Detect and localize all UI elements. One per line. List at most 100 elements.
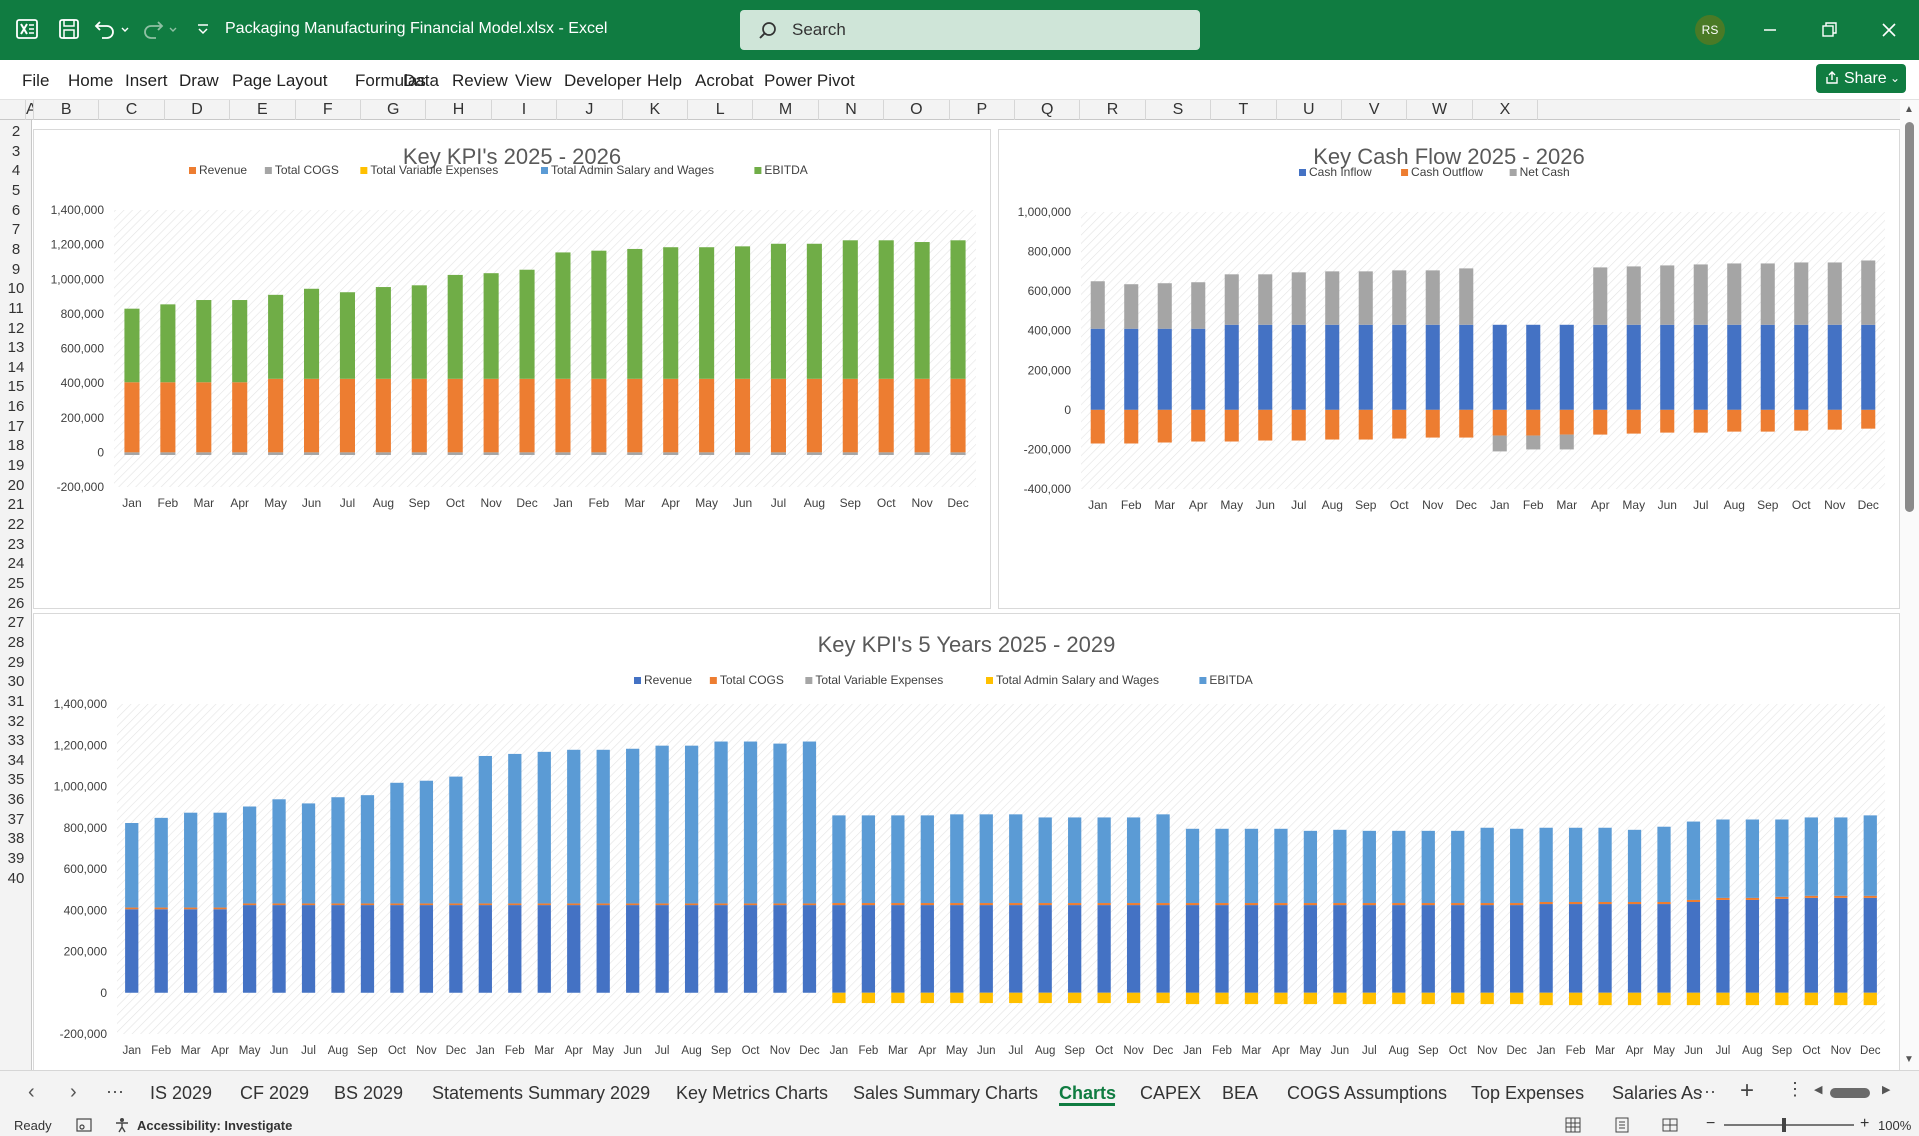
column-header-s[interactable]: S: [1146, 100, 1212, 120]
column-header-l[interactable]: L: [688, 100, 754, 120]
macro-recording-icon[interactable]: [76, 1118, 92, 1132]
worksheet-grid[interactable]: Key KPI's 2025 - 2026 Revenue Total COGS To…: [33, 121, 1900, 1073]
column-header-h[interactable]: H: [426, 100, 492, 120]
column-header-k[interactable]: K: [623, 100, 688, 120]
column-header-m[interactable]: M: [753, 100, 819, 120]
sheet-tab-cf-2029[interactable]: CF 2029: [240, 1083, 310, 1103]
row-header-15[interactable]: 15: [7, 378, 25, 396]
menu-developer[interactable]: Developer: [564, 71, 642, 90]
sheet-tab-sales-summary-charts[interactable]: Sales Summary Charts: [853, 1083, 1039, 1103]
column-header-w[interactable]: W: [1407, 100, 1473, 120]
minimize-icon[interactable]: [1754, 14, 1786, 46]
sheet-tab-bs-2029[interactable]: BS 2029: [334, 1083, 404, 1103]
tab-scroll-left-icon[interactable]: ‹: [28, 1081, 35, 1103]
redo-dropdown-icon[interactable]: [168, 18, 178, 40]
menu-draw[interactable]: Draw: [179, 71, 219, 90]
row-header-28[interactable]: 28: [7, 633, 25, 651]
row-header-37[interactable]: 37: [7, 810, 25, 828]
zoom-out-icon[interactable]: −: [1706, 1115, 1716, 1132]
chart-key-cash-flow-2025-2026[interactable]: Key Cash Flow 2025 - 2026 Cash Inflow Cash…: [998, 129, 1900, 609]
column-header-c[interactable]: C: [99, 100, 165, 120]
horizontal-scroll-thumb[interactable]: [1830, 1088, 1870, 1098]
row-header-30[interactable]: 30: [7, 673, 25, 691]
row-header-11[interactable]: 11: [8, 299, 24, 317]
row-header-16[interactable]: 16: [7, 398, 25, 416]
add-sheet-icon[interactable]: +: [1740, 1077, 1755, 1104]
close-icon[interactable]: [1873, 14, 1905, 46]
row-header-24[interactable]: 24: [7, 555, 25, 573]
row-header-34[interactable]: 34: [7, 751, 25, 769]
row-header-23[interactable]: 23: [7, 535, 25, 553]
horizontal-scroll-right-icon[interactable]: ▶: [1882, 1084, 1891, 1096]
row-header-8[interactable]: 8: [11, 240, 21, 258]
row-header-12[interactable]: 12: [7, 319, 25, 337]
sheet-options-icon[interactable]: ⋮: [1786, 1079, 1804, 1099]
row-header-20[interactable]: 20: [7, 476, 25, 494]
menu-formulas[interactable]: Formulas: [355, 71, 426, 90]
sheet-tab-charts[interactable]: Charts: [1059, 1083, 1117, 1103]
column-header-g[interactable]: G: [361, 100, 427, 120]
zoom-level[interactable]: 100%: [1878, 1118, 1912, 1133]
select-all-corner[interactable]: [0, 100, 26, 120]
row-header-38[interactable]: 38: [7, 830, 25, 848]
row-header-40[interactable]: 40: [7, 869, 25, 887]
accessibility-icon[interactable]: [114, 1117, 130, 1133]
menu-view[interactable]: View: [515, 71, 552, 90]
menu-home[interactable]: Home: [68, 71, 114, 90]
zoom-in-icon[interactable]: +: [1860, 1115, 1870, 1132]
column-header-q[interactable]: Q: [1015, 100, 1081, 120]
chart-key-kpis-5-years[interactable]: Key KPI's 5 Years 2025 - 2029 Revenue Tota…: [33, 613, 1900, 1073]
horizontal-scroll-left-icon[interactable]: ◀: [1814, 1084, 1823, 1096]
undo-icon[interactable]: [94, 18, 116, 40]
row-header-29[interactable]: 29: [7, 653, 25, 671]
row-header-5[interactable]: 5: [11, 181, 21, 199]
row-header-4[interactable]: 4: [11, 162, 21, 180]
row-header-27[interactable]: 27: [7, 614, 25, 632]
row-header-33[interactable]: 33: [7, 732, 25, 750]
search-input[interactable]: Search: [740, 10, 1200, 50]
column-header-i[interactable]: I: [492, 100, 558, 120]
column-header-f[interactable]: F: [296, 100, 361, 120]
row-header-14[interactable]: 14: [7, 358, 25, 376]
zoom-slider[interactable]: [1724, 1124, 1854, 1126]
redo-icon[interactable]: [142, 18, 164, 40]
row-header-25[interactable]: 25: [7, 574, 25, 592]
row-header-36[interactable]: 36: [7, 791, 25, 809]
column-header-t[interactable]: T: [1211, 100, 1277, 120]
avatar[interactable]: RS: [1695, 15, 1725, 45]
column-header-b[interactable]: B: [34, 100, 100, 120]
sheet-tab-cogs-assumptions[interactable]: COGS Assumptions: [1287, 1083, 1448, 1103]
column-header-x[interactable]: X: [1473, 100, 1539, 120]
sheet-tab-is-2029[interactable]: IS 2029: [150, 1083, 213, 1103]
menu-help[interactable]: Help: [647, 71, 682, 90]
row-header-22[interactable]: 22: [7, 516, 25, 533]
column-header-r[interactable]: R: [1080, 100, 1146, 120]
more-tabs-right-icon[interactable]: ···: [1698, 1081, 1716, 1101]
menu-data[interactable]: Data: [403, 71, 439, 90]
sheet-tab-bea[interactable]: BEA: [1222, 1083, 1259, 1103]
chart-key-kpis-2025-2026[interactable]: Key KPI's 2025 - 2026 Revenue Total COGS To…: [33, 129, 991, 609]
sheet-tab-top-expenses[interactable]: Top Expenses: [1471, 1083, 1585, 1103]
row-header-6[interactable]: 6: [11, 201, 21, 219]
column-header-e[interactable]: E: [230, 100, 296, 120]
restore-icon[interactable]: [1813, 14, 1845, 46]
menu-file[interactable]: File: [22, 71, 50, 90]
row-header-7[interactable]: 7: [11, 221, 21, 239]
chevron-down-icon[interactable]: ⌄: [1889, 71, 1900, 85]
column-header-j[interactable]: J: [557, 100, 623, 120]
menu-power-pivot[interactable]: Power Pivot: [764, 71, 855, 90]
column-header-n[interactable]: N: [819, 100, 885, 120]
page-layout-view-icon[interactable]: [1614, 1117, 1630, 1133]
row-header-21[interactable]: 21: [7, 496, 25, 514]
column-header-p[interactable]: P: [950, 100, 1015, 120]
scroll-thumb[interactable]: [1905, 122, 1914, 512]
column-header-u[interactable]: U: [1277, 100, 1342, 120]
more-tabs-left-icon[interactable]: ···: [106, 1081, 124, 1101]
page-break-view-icon[interactable]: [1662, 1117, 1678, 1133]
sheet-tab-key-metrics-charts[interactable]: Key Metrics Charts: [676, 1083, 829, 1103]
row-header-39[interactable]: 39: [7, 850, 25, 868]
menu-review[interactable]: Review: [452, 71, 508, 90]
undo-dropdown-icon[interactable]: [120, 18, 130, 40]
row-header-10[interactable]: 10: [7, 280, 25, 298]
sheet-tab-statements-summary-2029[interactable]: Statements Summary 2029: [432, 1083, 651, 1103]
